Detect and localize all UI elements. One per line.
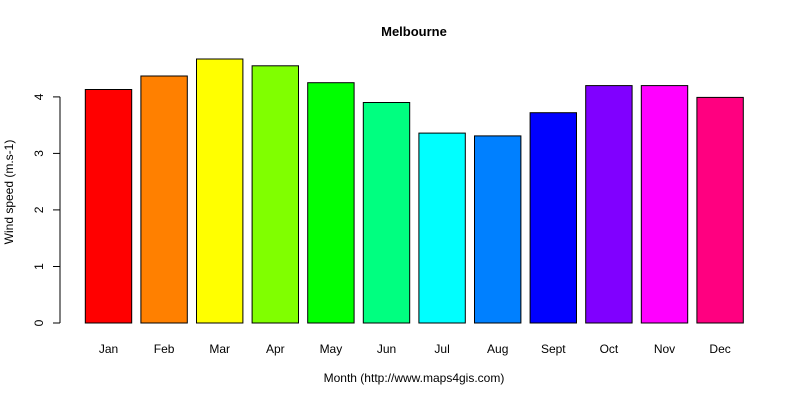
y-tick-label: 2 xyxy=(32,206,46,213)
x-tick-label: Jun xyxy=(377,342,396,356)
bar-jul xyxy=(418,132,466,324)
bar-group xyxy=(84,58,744,324)
x-tick-label: Dec xyxy=(709,342,730,356)
bar-feb xyxy=(140,75,188,324)
x-tick-label: Sept xyxy=(541,342,566,356)
y-tick-label: 1 xyxy=(32,263,46,270)
bar-jun xyxy=(362,102,411,324)
x-tick-label: Aug xyxy=(487,342,508,356)
y-tick-label: 0 xyxy=(32,319,46,326)
x-tick-label: Feb xyxy=(154,342,175,356)
bar-may xyxy=(307,82,355,324)
y-axis-label: Wind speed (m.s-1) xyxy=(2,140,16,245)
bar-jan xyxy=(84,89,133,324)
bar-sept xyxy=(529,112,577,324)
x-tick-label: Nov xyxy=(654,342,675,356)
bar-mar xyxy=(196,58,244,324)
x-tick-label: Apr xyxy=(266,342,285,356)
x-tick-label: Jan xyxy=(99,342,118,356)
bar-aug xyxy=(474,135,522,324)
bar-dec xyxy=(696,96,744,324)
x-tick-label: Mar xyxy=(209,342,230,356)
bar-oct xyxy=(585,85,633,324)
bar-apr xyxy=(251,65,300,324)
y-axis: 0 1 2 3 4 xyxy=(32,93,61,326)
y-tick-label: 4 xyxy=(32,93,46,100)
x-tick-labels: Jan Feb Mar Apr May Jun Jul Aug Sept Oct Nov Dec xyxy=(99,342,731,356)
x-axis-label: Month (http://www.maps4gis.com) xyxy=(324,371,505,385)
x-tick-label: Oct xyxy=(600,342,619,356)
y-tick-label: 3 xyxy=(32,150,46,157)
bar-nov xyxy=(640,85,689,324)
chart-title: Melbourne xyxy=(381,24,447,39)
x-tick-label: May xyxy=(320,342,343,356)
x-tick-label: Jul xyxy=(434,342,449,356)
